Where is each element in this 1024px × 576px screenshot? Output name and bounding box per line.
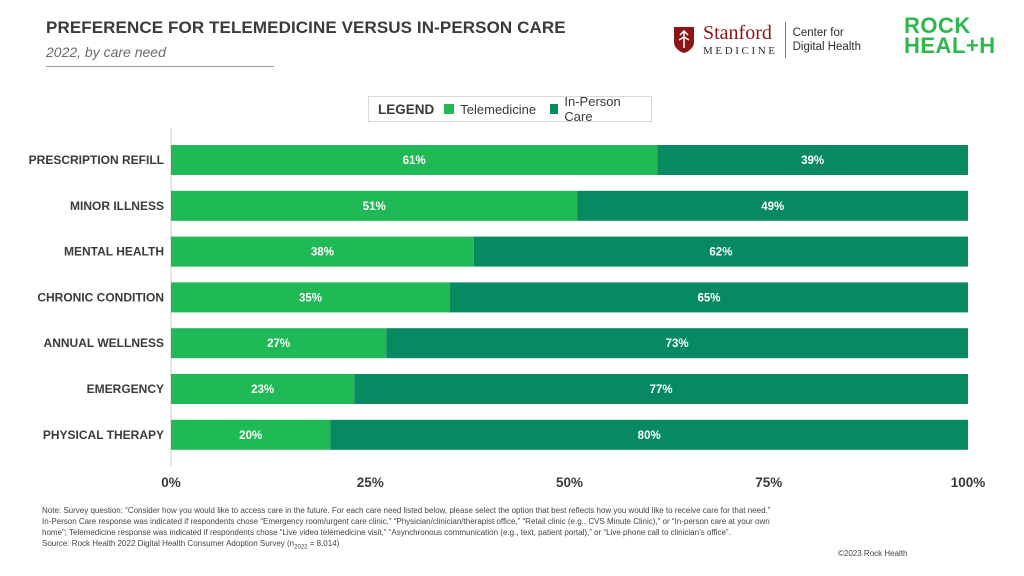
data-label: 62% xyxy=(709,247,732,259)
data-label: 80% xyxy=(638,430,661,442)
category-label: PHYSICAL THERAPY xyxy=(43,428,164,442)
footnote: Note: Survey question: “Consider how you… xyxy=(42,505,842,554)
legend-item-in-person: In-Person Care xyxy=(550,94,637,124)
center-line-1: Center for xyxy=(792,26,844,39)
source-sample-size: = 8,014) xyxy=(307,539,340,548)
bar-telemedicine xyxy=(171,282,450,313)
data-label: 51% xyxy=(363,201,386,213)
bar-in-person xyxy=(386,328,968,359)
center-line-2: Digital Health xyxy=(792,41,861,53)
bar-telemedicine xyxy=(171,419,331,450)
category-label: MINOR ILLNESS xyxy=(70,199,164,213)
stacked-bar-chart: PRESCRIPTION REFILL 61% 39% MINOR ILLNESS 51… xyxy=(29,128,986,490)
rock-health-line-2: HEAL+H xyxy=(904,33,996,58)
data-label: 61% xyxy=(403,155,426,167)
bar-in-person xyxy=(657,145,968,175)
chart-title: PREFERENCE FOR TELEMEDICINE VERSUS IN-PE… xyxy=(46,18,566,37)
note-line-3: home”; Telemedicine response was indicat… xyxy=(42,528,731,537)
stanford-seal-icon xyxy=(674,27,694,53)
legend-label-telemedicine: Telemedicine xyxy=(460,101,537,117)
category-label: CHRONIC CONDITION xyxy=(37,290,164,304)
source-line: Source: Rock Health 2022 Digital Health … xyxy=(42,538,842,554)
x-tick-label: 100% xyxy=(951,475,986,490)
x-tick-label: 75% xyxy=(755,475,782,490)
bar-telemedicine xyxy=(171,236,474,267)
chart-subtitle: 2022, by care need xyxy=(46,44,166,60)
data-label: 65% xyxy=(697,292,720,304)
legend-label-in-person: In-Person Care xyxy=(564,94,621,124)
category-label: ANNUAL WELLNESS xyxy=(44,336,164,350)
bar-telemedicine xyxy=(171,328,387,359)
stanford-medicine-text: MEDICINE xyxy=(703,45,778,57)
x-tick-label: 25% xyxy=(357,475,384,490)
data-label: 77% xyxy=(650,384,673,396)
note-line-2: In-Person Care response was indicated if… xyxy=(42,517,770,526)
bar-in-person xyxy=(473,236,968,267)
bar-in-person xyxy=(354,374,968,404)
stanford-name: Stanford xyxy=(703,22,772,44)
category-label: MENTAL HEALTH xyxy=(64,245,164,259)
bar-telemedicine xyxy=(171,190,578,221)
legend-swatch-in-person xyxy=(550,104,559,114)
x-tick-label: 0% xyxy=(161,475,181,490)
legend-title: LEGEND xyxy=(378,101,435,117)
bar-telemedicine xyxy=(171,374,355,404)
logo-divider xyxy=(784,22,786,58)
bar-in-person xyxy=(330,419,968,450)
bar-telemedicine xyxy=(171,145,658,175)
rock-health-logo: ROCK HEAL+H xyxy=(904,13,996,58)
source-subscript: 2022 xyxy=(294,544,308,551)
x-tick-label: 50% xyxy=(556,475,583,490)
data-label: 27% xyxy=(267,338,290,350)
data-label: 35% xyxy=(299,292,322,304)
bar-in-person xyxy=(449,282,968,313)
data-label: 23% xyxy=(251,384,274,396)
source-text: Source: Rock Health 2022 Digital Health … xyxy=(42,539,295,548)
legend-item-telemedicine: Telemedicine xyxy=(444,102,536,117)
data-label: 39% xyxy=(801,155,824,167)
data-label: 73% xyxy=(666,338,689,350)
center-for-digital-health: Center for Digital Health xyxy=(793,26,861,55)
copyright: ©2023 Rock Health xyxy=(838,549,908,558)
data-label: 38% xyxy=(311,247,334,259)
rock-health-line-1: ROCK xyxy=(904,13,971,38)
note-line-1: Note: Survey question: “Consider how you… xyxy=(42,506,771,515)
bar-in-person xyxy=(577,190,968,221)
data-label: 20% xyxy=(239,430,262,442)
category-label: EMERGENCY xyxy=(87,382,164,396)
stanford-medicine-logo: Stanford MEDICINE Center for Digital Hea… xyxy=(673,20,861,60)
chart-legend: LEGEND Telemedicine In-Person Care xyxy=(368,94,652,124)
subtitle-divider xyxy=(46,66,274,67)
legend-swatch-telemedicine xyxy=(444,104,455,114)
data-label: 49% xyxy=(761,201,784,213)
category-label: PRESCRIPTION REFILL xyxy=(29,153,164,167)
